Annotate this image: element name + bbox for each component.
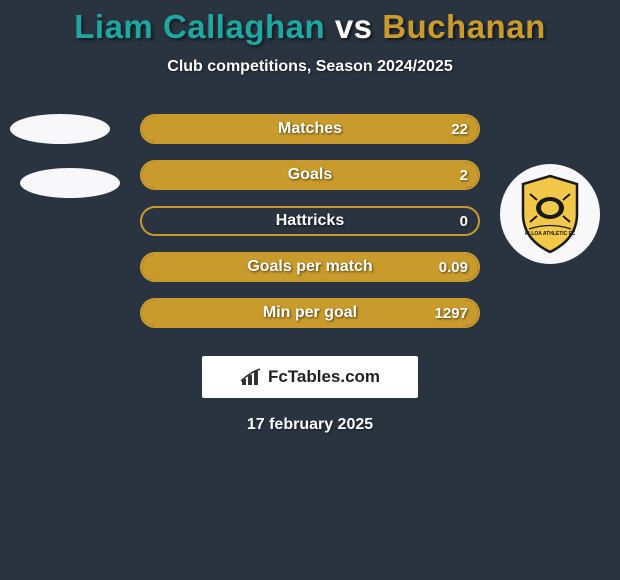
stat-value-right: 0.09 [439,259,468,276]
footer-date: 17 february 2025 [0,416,620,434]
stat-label: Goals [142,166,478,184]
left-ellipse-1 [10,114,110,144]
stat-label: Hattricks [142,212,478,230]
stat-bar-1: Goals2 [140,160,480,190]
page-title: Liam Callaghan vs Buchanan [0,8,620,46]
stats-area: ALLOA ATHLETIC FC Matches22 Goals2 Hattric… [0,114,620,328]
stat-rows: Matches22 Goals2 Hattricks0 Goals per match… [140,114,480,328]
brand-logo: FcTables.com [202,356,418,398]
stat-value-right: 22 [451,121,468,138]
title-vs: vs [335,8,373,45]
brand-text: FcTables.com [268,367,380,387]
bar-chart-icon [240,367,264,387]
stat-value-right: 1297 [435,305,468,322]
title-player2: Buchanan [382,8,546,45]
shield-crest-icon: ALLOA ATHLETIC FC [515,174,585,254]
stat-label: Goals per match [142,258,478,276]
comparison-infographic: Liam Callaghan vs Buchanan Club competit… [0,0,620,434]
stat-bar-0: Matches22 [140,114,480,144]
stat-value-right: 0 [460,213,468,230]
stat-value-right: 2 [460,167,468,184]
subtitle: Club competitions, Season 2024/2025 [0,58,620,76]
stat-bar-3: Goals per match0.09 [140,252,480,282]
left-ellipse-2 [20,168,120,198]
title-player1: Liam Callaghan [74,8,325,45]
stat-bar-2: Hattricks0 [140,206,480,236]
stat-bar-4: Min per goal1297 [140,298,480,328]
right-team-badge: ALLOA ATHLETIC FC [500,164,600,264]
crest-label: ALLOA ATHLETIC FC [525,231,576,237]
stat-label: Min per goal [142,304,478,322]
stat-label: Matches [142,120,478,138]
